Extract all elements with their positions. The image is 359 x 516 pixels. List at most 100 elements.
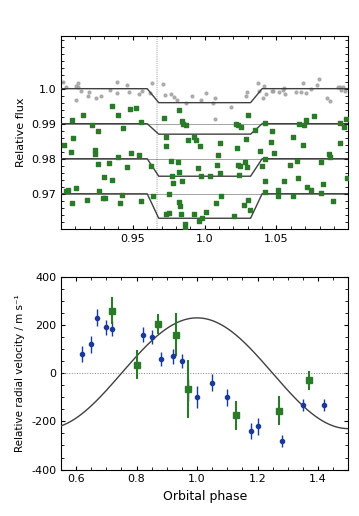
Point: [343, 115, 349, 123]
Point: [268, 138, 274, 146]
Point: [191, 209, 197, 218]
Point: [117, 199, 122, 207]
Point: [320, 180, 326, 188]
Point: [198, 172, 204, 180]
Point: [147, 89, 153, 98]
Point: [120, 124, 126, 132]
Point: [210, 99, 216, 107]
Point: [149, 78, 154, 87]
Point: [300, 141, 306, 149]
Point: [212, 115, 218, 123]
Point: [300, 78, 306, 87]
Point: [293, 88, 299, 96]
Point: [208, 172, 213, 181]
Point: [203, 89, 209, 97]
Point: [338, 86, 344, 94]
Point: [109, 102, 115, 110]
Point: [185, 136, 191, 144]
Point: [71, 134, 76, 142]
Point: [256, 87, 262, 95]
Point: [255, 79, 261, 87]
Point: [85, 92, 91, 100]
Point: [215, 151, 221, 159]
Point: [178, 210, 184, 218]
Point: [234, 144, 239, 152]
Point: [308, 186, 314, 194]
Point: [297, 120, 302, 128]
Point: [95, 127, 101, 135]
Point: [326, 150, 332, 158]
Point: [119, 191, 125, 199]
Point: [237, 162, 243, 170]
Point: [61, 141, 67, 149]
Point: [294, 157, 300, 165]
Point: [330, 197, 336, 205]
Point: [73, 83, 79, 91]
Point: [275, 186, 281, 195]
Point: [235, 160, 241, 169]
Point: [303, 116, 308, 124]
Point: [179, 117, 185, 125]
Point: [163, 142, 169, 150]
Point: [287, 161, 293, 169]
Point: [231, 212, 237, 220]
Point: [171, 179, 176, 187]
Point: [236, 171, 242, 180]
Point: [262, 118, 267, 126]
Point: [169, 172, 175, 181]
Point: [102, 194, 108, 202]
Point: [177, 198, 182, 206]
Point: [245, 111, 251, 120]
Point: [276, 192, 281, 200]
Point: [336, 83, 341, 91]
Point: [261, 82, 267, 90]
Point: [252, 126, 258, 134]
Point: [163, 209, 168, 218]
Point: [127, 105, 132, 113]
Point: [68, 149, 74, 157]
Point: [73, 95, 79, 104]
Point: [136, 151, 142, 159]
Point: [92, 146, 98, 154]
Point: [262, 177, 268, 185]
X-axis label: Orbital phase: Orbital phase: [163, 490, 247, 503]
Point: [193, 136, 199, 144]
Point: [318, 157, 324, 166]
Point: [269, 127, 275, 135]
Point: [166, 190, 172, 198]
Point: [60, 78, 66, 86]
Point: [95, 160, 101, 168]
Point: [174, 96, 180, 105]
Point: [199, 214, 205, 222]
Point: [259, 162, 265, 170]
Point: [176, 106, 182, 115]
Point: [182, 220, 188, 229]
Point: [241, 200, 246, 208]
Point: [150, 191, 156, 200]
Point: [128, 149, 134, 157]
Point: [341, 122, 347, 131]
Point: [218, 192, 223, 200]
Point: [172, 93, 177, 102]
Point: [98, 91, 104, 100]
Point: [93, 94, 99, 102]
Point: [327, 153, 333, 162]
Point: [92, 150, 97, 158]
Point: [342, 87, 348, 95]
Point: [238, 123, 244, 131]
Point: [233, 120, 239, 128]
Point: [100, 194, 106, 202]
Point: [183, 121, 189, 130]
Point: [260, 93, 266, 102]
Point: [316, 75, 322, 84]
Point: [148, 162, 154, 170]
Point: [101, 173, 107, 181]
Point: [236, 121, 241, 130]
Point: [247, 206, 253, 214]
Point: [176, 168, 182, 176]
Point: [180, 177, 185, 185]
Point: [75, 78, 81, 87]
Point: [262, 154, 267, 163]
Y-axis label: Relative flux: Relative flux: [16, 98, 26, 167]
Point: [160, 80, 166, 88]
